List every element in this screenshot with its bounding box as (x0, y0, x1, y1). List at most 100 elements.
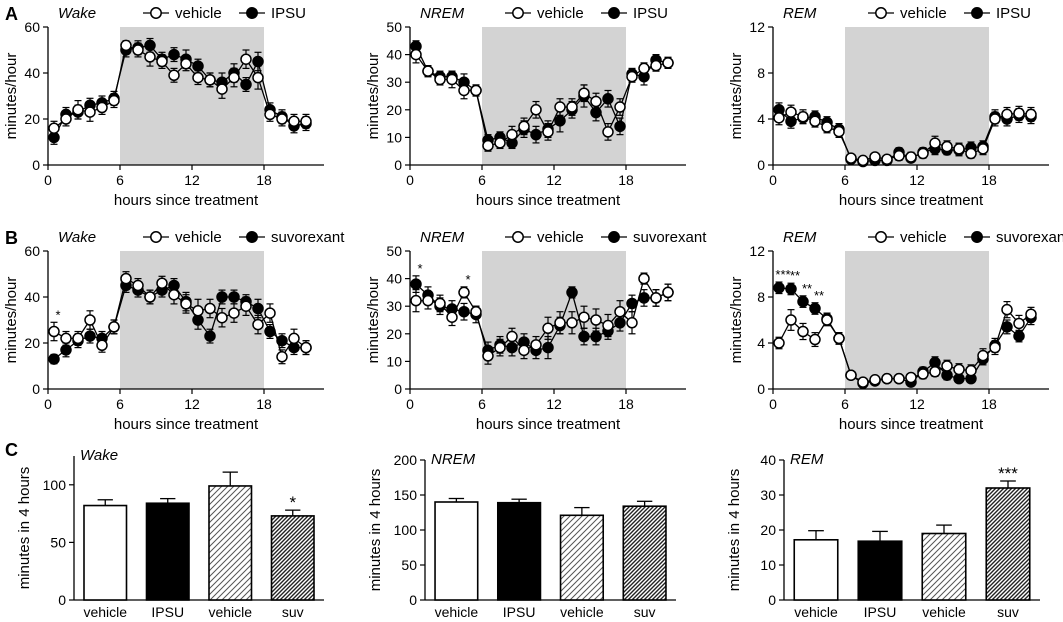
y-axis-label: minutes in 4 hours (16, 467, 33, 590)
series-line-IPSU (778, 109, 1032, 163)
y-tick-label: 4 (757, 335, 765, 351)
significance-marker: ** (814, 288, 824, 303)
y-tick-label: 12 (749, 243, 765, 259)
x-tick-label: 12 (909, 396, 925, 412)
x-axis-label: hours since treatment (839, 416, 984, 433)
data-point (626, 317, 638, 329)
data-point (216, 291, 228, 303)
significance-marker: *** (775, 267, 790, 282)
y-axis-label: minutes/hour (728, 277, 745, 364)
data-point (797, 325, 809, 338)
data-point (276, 351, 288, 363)
data-point (458, 84, 470, 97)
data-point (650, 59, 662, 72)
line-chart-2: 0 4 8 12 0 6 12 18 hours since treatment minutes/… (728, 5, 1049, 209)
y-tick-label: 50 (401, 557, 417, 573)
x-tick-label: 6 (841, 396, 849, 412)
significance-marker: * (289, 493, 296, 512)
data-point (216, 83, 228, 95)
y-tick-label: 20 (24, 335, 40, 351)
x-tick-label: 6 (116, 172, 124, 188)
data-point (797, 295, 809, 308)
data-point (228, 71, 240, 84)
legend-marker (246, 7, 258, 19)
data-point (965, 364, 977, 377)
data-point (168, 48, 180, 61)
data-point (929, 366, 941, 378)
data-point (180, 58, 192, 70)
y-tick-label: 60 (24, 19, 40, 35)
data-point (434, 73, 446, 86)
data-point (422, 294, 434, 307)
data-point (977, 143, 989, 155)
series-line-vehicle (416, 276, 669, 357)
bar (985, 487, 1031, 601)
x-tick-label: 0 (769, 396, 777, 412)
data-point (1001, 321, 1013, 333)
x-tick-label: 0 (769, 172, 777, 188)
data-point (977, 349, 989, 362)
data-point (506, 128, 518, 141)
line-chart-3: 0 20 40 60 0 6 12 18 hours since treatment minute… (3, 229, 345, 433)
data-point (542, 341, 554, 354)
significance-marker: * (465, 272, 470, 287)
data-point (132, 44, 144, 56)
y-axis-label: minutes/hour (728, 53, 745, 140)
legend-label: vehicle (175, 229, 222, 246)
chart-title: REM (790, 451, 824, 468)
legend-marker (608, 7, 620, 19)
data-point (578, 311, 590, 323)
y-axis-label: minutes/hour (365, 277, 382, 364)
data-point (120, 272, 132, 285)
y-tick-label: 20 (386, 102, 402, 118)
x-axis-label: hours since treatment (476, 416, 621, 433)
dark-phase-shading (120, 27, 264, 165)
data-point (881, 372, 893, 385)
data-point (554, 115, 566, 127)
data-point (662, 286, 674, 299)
series-line-suvorexant (415, 283, 669, 352)
data-point (797, 110, 809, 123)
x-tick-label: 0 (406, 396, 414, 412)
legend-label: suvorexant (996, 229, 1063, 246)
data-point (881, 153, 893, 165)
data-point (506, 330, 518, 343)
legend-label: vehicle (900, 5, 947, 22)
series-line-IPSU (415, 46, 669, 144)
series-line-vehicle (778, 308, 1032, 383)
x-tick-label: 0 (44, 172, 52, 188)
data-point (845, 152, 857, 164)
data-point (84, 314, 96, 326)
data-point (602, 126, 614, 138)
data-point (458, 286, 470, 299)
legend-label: vehicle (537, 229, 584, 246)
data-point (566, 317, 578, 329)
data-point (108, 321, 120, 333)
data-point (638, 62, 650, 75)
data-point (288, 115, 300, 128)
y-tick-label: 0 (409, 592, 417, 608)
data-point (96, 101, 108, 114)
x-axis-label: hours since treatment (839, 192, 984, 209)
data-point (602, 319, 614, 332)
legend-marker (512, 231, 524, 243)
y-tick-label: 0 (757, 157, 765, 173)
bar-chart-8: 0 10 20 30 40 minutes in 4 hours REM vehicle IPS… (726, 451, 1040, 620)
chart-title: NREM (431, 451, 476, 468)
y-tick-label: 10 (386, 353, 402, 369)
data-point (434, 297, 446, 310)
y-tick-label: 60 (24, 243, 40, 259)
y-axis-label: minutes/hour (3, 53, 20, 140)
legend-marker (971, 7, 983, 19)
chart-title: NREM (420, 229, 465, 246)
y-tick-label: 40 (760, 452, 776, 468)
legend-marker (150, 231, 162, 243)
data-point (566, 286, 578, 299)
data-point (156, 55, 168, 68)
data-point (482, 139, 494, 152)
data-point (204, 74, 216, 86)
data-point (614, 305, 626, 318)
chart-title: Wake (58, 229, 96, 246)
y-tick-label: 8 (757, 289, 765, 305)
category-label: vehicle (83, 604, 127, 620)
